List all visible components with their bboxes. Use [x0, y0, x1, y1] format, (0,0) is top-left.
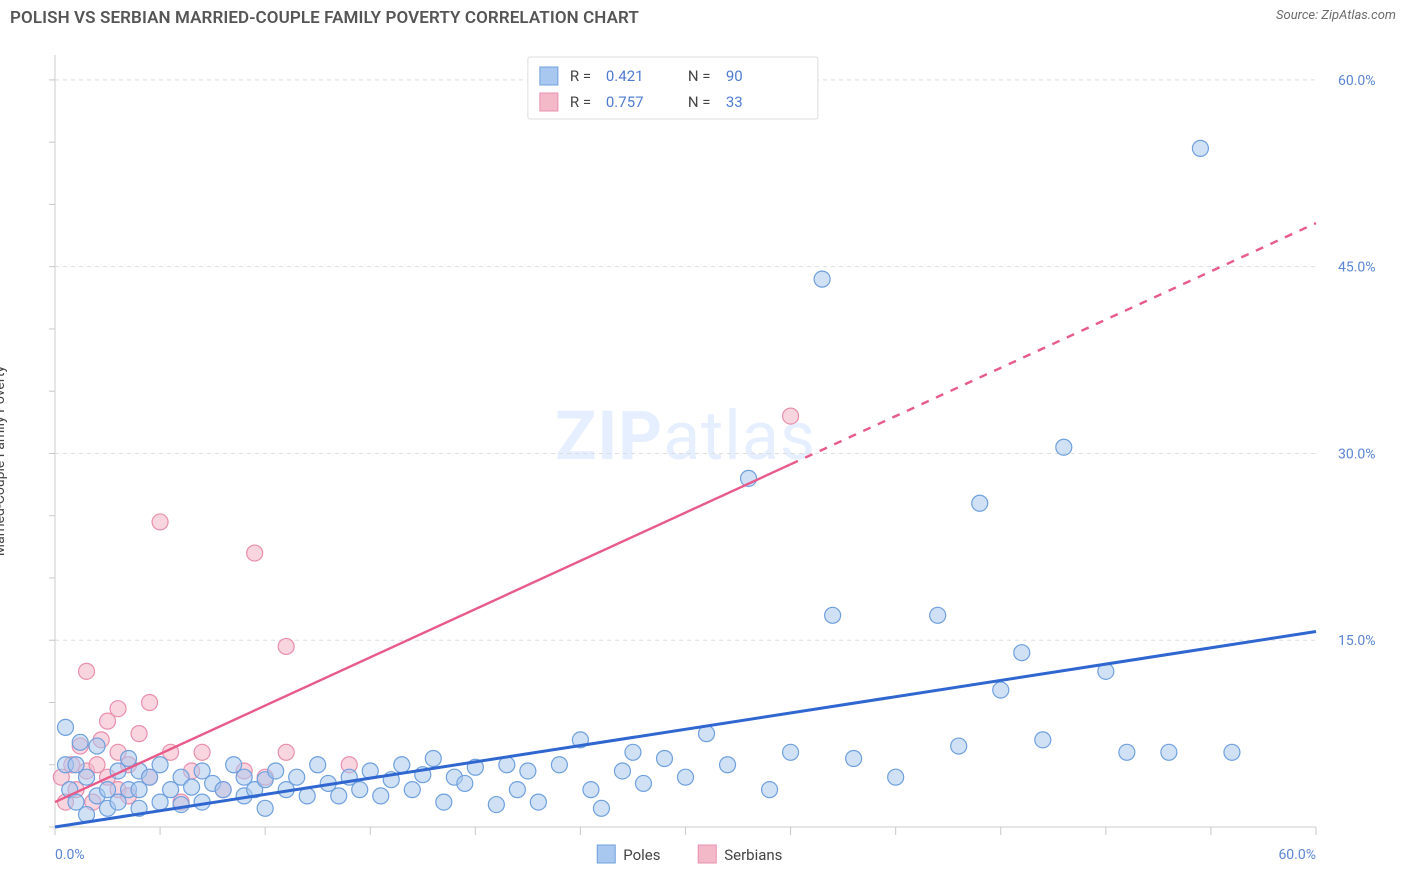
data-point: [762, 782, 778, 798]
data-point: [89, 738, 105, 754]
watermark: ZIPatlas: [555, 396, 816, 476]
data-point: [1014, 645, 1030, 661]
data-point: [530, 794, 546, 810]
scatter-chart-svg: ZIPatlas 15.0% 30.0% 45.0% 60.0% 0.0% 60.0% R =…: [10, 40, 1396, 882]
series-legend-label: Poles: [623, 846, 660, 864]
data-point: [825, 607, 841, 623]
data-point: [310, 757, 326, 773]
data-point: [625, 744, 641, 760]
data-point: [783, 408, 799, 424]
data-point: [79, 769, 95, 785]
data-point: [1192, 140, 1208, 156]
data-point: [1056, 439, 1072, 455]
data-point: [1161, 744, 1177, 760]
data-point: [783, 744, 799, 760]
data-point: [373, 788, 389, 804]
data-point: [593, 800, 609, 816]
data-point: [352, 782, 368, 798]
data-point: [509, 782, 525, 798]
data-point: [951, 738, 967, 754]
data-point: [488, 797, 504, 813]
data-point: [425, 751, 441, 767]
data-point: [972, 495, 988, 511]
y-tick-label: 60.0%: [1338, 73, 1376, 89]
data-point: [583, 782, 599, 798]
data-point: [142, 694, 158, 710]
data-point: [888, 769, 904, 785]
x-max-label: 60.0%: [1278, 847, 1316, 863]
data-point: [404, 782, 420, 798]
data-point: [131, 726, 147, 742]
legend-n-value: 33: [726, 93, 743, 111]
data-point: [72, 734, 88, 750]
data-point: [1119, 744, 1135, 760]
legend-r-value: 0.757: [606, 93, 644, 111]
chart-header: POLISH VS SERBIAN MARRIED-COUPLE FAMILY …: [10, 8, 1396, 28]
y-tick-label: 45.0%: [1338, 260, 1376, 276]
data-point: [257, 800, 273, 816]
data-point: [278, 744, 294, 760]
data-point: [58, 719, 74, 735]
legend-r-value: 0.421: [606, 67, 644, 85]
data-point: [268, 763, 284, 779]
data-point: [678, 769, 694, 785]
legend-swatch: [540, 67, 558, 85]
data-point: [1035, 732, 1051, 748]
data-point: [635, 775, 651, 791]
legend-n-label: N =: [688, 93, 711, 111]
legend-r-label: R =: [570, 93, 591, 111]
data-point: [551, 757, 567, 773]
y-tick-label: 30.0%: [1338, 446, 1376, 462]
data-point: [457, 775, 473, 791]
data-point: [814, 271, 830, 287]
data-point: [194, 744, 210, 760]
data-point: [152, 757, 168, 773]
data-point: [331, 788, 347, 804]
data-point: [1224, 744, 1240, 760]
data-point: [110, 701, 126, 717]
data-point: [247, 545, 263, 561]
data-point: [614, 763, 630, 779]
series-legend-swatch: [597, 845, 615, 863]
legend-n-value: 90: [726, 67, 743, 85]
legend-n-label: N =: [688, 67, 711, 85]
data-point: [846, 751, 862, 767]
data-point: [79, 663, 95, 679]
legend-swatch: [540, 93, 558, 111]
x-origin-label: 0.0%: [55, 847, 85, 863]
data-point: [720, 757, 736, 773]
legend-r-label: R =: [570, 67, 591, 85]
data-point: [436, 794, 452, 810]
data-point: [215, 782, 231, 798]
data-point: [152, 514, 168, 530]
data-point: [930, 607, 946, 623]
series-legend-label: Serbians: [724, 846, 782, 864]
data-point: [394, 757, 410, 773]
source-attribution: Source: ZipAtlas.com: [1276, 8, 1396, 23]
data-point: [278, 638, 294, 654]
data-point: [289, 769, 305, 785]
chart-area: Married-Couple Family Poverty ZIPatlas15…: [10, 40, 1396, 882]
data-point: [656, 751, 672, 767]
data-point: [173, 797, 189, 813]
series-legend-swatch: [698, 845, 716, 863]
data-point: [184, 779, 200, 795]
y-axis-label: Married-Couple Family Poverty: [0, 366, 8, 556]
data-point: [993, 682, 1009, 698]
chart-title: POLISH VS SERBIAN MARRIED-COUPLE FAMILY …: [10, 8, 639, 28]
data-point: [520, 763, 536, 779]
y-tick-label: 15.0%: [1338, 633, 1376, 649]
